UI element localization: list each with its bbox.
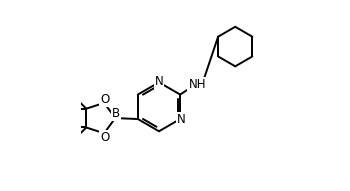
Text: O: O (100, 93, 109, 106)
Text: NH: NH (188, 78, 206, 91)
Text: B: B (112, 107, 120, 120)
Text: N: N (177, 112, 186, 125)
Text: N: N (155, 75, 163, 88)
Text: O: O (100, 131, 109, 144)
